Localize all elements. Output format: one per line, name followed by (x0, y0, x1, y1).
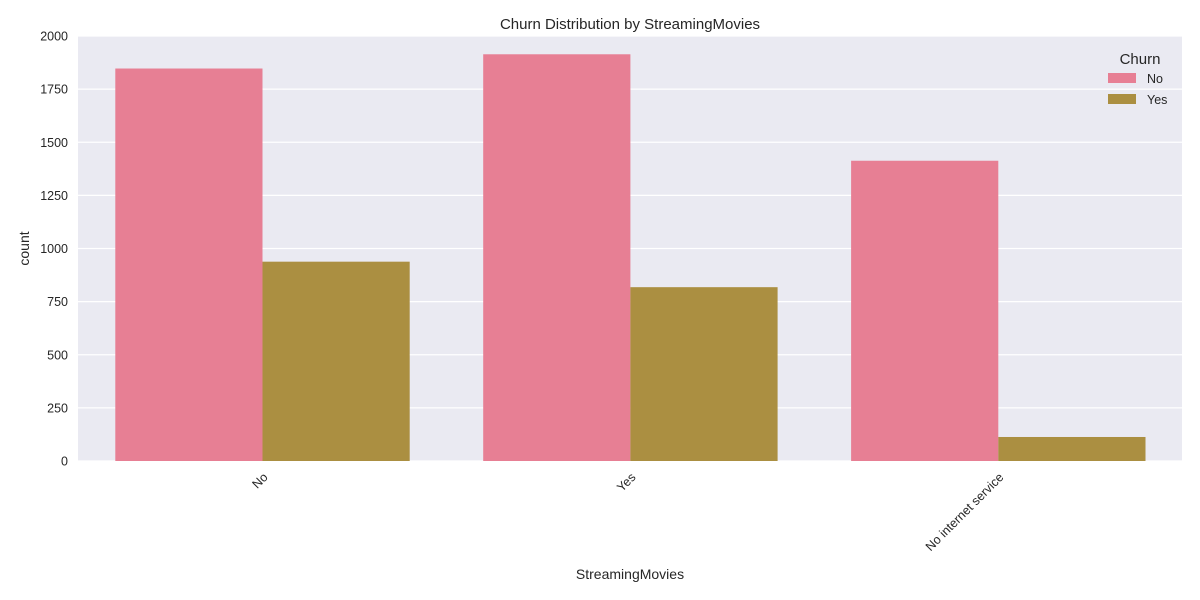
y-tick-label: 250 (47, 401, 68, 415)
y-tick-label: 750 (47, 295, 68, 309)
y-tick-label: 1500 (40, 136, 68, 150)
bars (115, 54, 1146, 462)
y-tick-label: 500 (47, 348, 68, 362)
legend-swatch (1108, 94, 1136, 104)
bar (630, 287, 778, 461)
x-tick-label: No internet service (923, 470, 1007, 554)
y-tick-label: 0 (61, 455, 68, 469)
bar (851, 160, 999, 462)
y-tick-label: 1000 (40, 242, 68, 256)
x-tick-label: Yes (614, 470, 638, 494)
bar (483, 54, 631, 462)
legend-swatch (1108, 73, 1136, 83)
chart-title: Churn Distribution by StreamingMovies (500, 16, 760, 33)
y-tick-label: 2000 (40, 30, 68, 44)
legend-title: Churn (1120, 51, 1161, 68)
legend: Churn No Yes (1108, 51, 1167, 107)
x-tick-labels: No Yes No internet service (249, 470, 1006, 554)
y-tick-labels: 0 250 500 750 1000 1250 1500 1750 2000 (40, 30, 68, 469)
y-tick-label: 1750 (40, 83, 68, 97)
y-tick-label: 1250 (40, 189, 68, 203)
y-axis-label: count (16, 231, 32, 265)
legend-label: No (1147, 72, 1163, 86)
bar (262, 261, 410, 461)
bar (998, 436, 1146, 461)
x-axis-label: StreamingMovies (576, 566, 684, 582)
bar (115, 68, 263, 461)
legend-items: No Yes (1108, 72, 1167, 107)
x-tick-label: No (249, 470, 270, 491)
legend-label: Yes (1147, 93, 1167, 107)
